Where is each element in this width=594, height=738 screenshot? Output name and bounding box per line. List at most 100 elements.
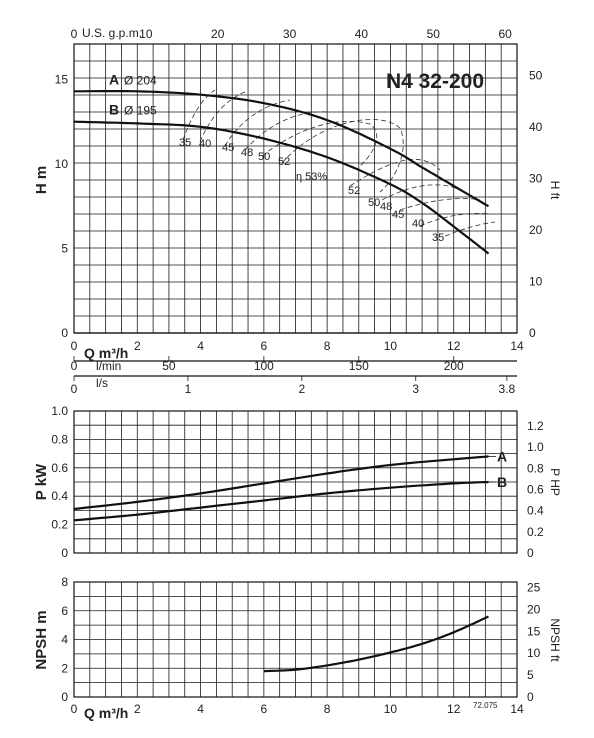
y-tick-label: 15: [55, 72, 69, 86]
chart-title: N4 32-200: [386, 70, 484, 93]
npsh-curve: [263, 615, 489, 673]
x-tick-label: 0: [71, 702, 78, 716]
head-curve-b: [73, 120, 490, 255]
efficiency-value-label: 48: [241, 147, 253, 159]
y-right-tick-label: 0: [527, 690, 534, 704]
y-right-tick-label: 10: [529, 274, 543, 288]
y-tick-label: 0.4: [51, 489, 68, 503]
lmin-axis-label: l/min: [96, 359, 121, 373]
x-top-tick-label: 50: [427, 27, 441, 41]
efficiency-value-label: 45: [222, 142, 234, 154]
series-label: B: [497, 474, 507, 490]
top-axis-label: U.S. g.p.m.: [82, 26, 142, 40]
ls-axis-label: l/s: [96, 376, 108, 390]
y-axis-title: P kW: [33, 463, 50, 500]
efficiency-value-label: 35: [179, 137, 191, 149]
y-tick-label: 5: [61, 241, 68, 255]
efficiency-value-label: 52: [348, 185, 360, 197]
lmin-tick-label: 150: [349, 359, 369, 373]
q-tick-label: 10: [384, 339, 398, 353]
efficiency-value-label: 40: [412, 218, 424, 230]
x-tick-label: 2: [134, 702, 141, 716]
efficiency-value-label: 48: [380, 201, 392, 213]
y-right-tick-label: 30: [529, 171, 543, 185]
y-tick-label: 8: [61, 575, 68, 589]
y-right-tick-label: 0.6: [527, 482, 544, 496]
y-tick-label: 0.2: [51, 518, 68, 532]
y-tick-label: 0: [61, 546, 68, 560]
y-right-tick-label: 0.2: [527, 525, 544, 539]
efficiency-iso-line: [199, 91, 246, 143]
head-curve-a: [74, 90, 490, 208]
efficiency-iso-line: [381, 184, 461, 201]
ls-tick-label: 0: [71, 382, 78, 396]
efficiency-iso-line: [244, 111, 331, 151]
ls-tick-label: 3.8: [499, 382, 516, 396]
x-tick-label: 6: [261, 702, 268, 716]
x-tick-label: 4: [197, 702, 204, 716]
q-axis-label: Q m³/h: [84, 345, 128, 361]
efficiency-value-label: 50: [258, 151, 270, 163]
lmin-tick-label: 50: [162, 359, 176, 373]
y-right-tick-label: 20: [527, 602, 541, 616]
x-top-tick-label: 60: [498, 27, 512, 41]
efficiency-iso-line: [419, 213, 493, 227]
x-top-tick-label: 20: [211, 27, 225, 41]
efficiency-iso-line: [281, 119, 404, 193]
efficiency-value-label: 50: [368, 197, 380, 209]
x-tick-label: 8: [324, 702, 331, 716]
y-tick-label: 1.0: [51, 404, 68, 418]
x-tick-label: 12: [447, 702, 461, 716]
efficiency-value-label: 52: [278, 156, 290, 168]
y-right-tick-label: 10: [527, 646, 541, 660]
q-tick-label: 4: [197, 339, 204, 353]
efficiency-value-label: 35: [432, 232, 444, 244]
y-right-tick-label: 0: [527, 546, 534, 560]
y-right-tick-label: 20: [529, 223, 543, 237]
diameter-label: Ø 195: [124, 104, 157, 118]
y-tick-label: 6: [61, 604, 68, 618]
lmin-tick-label: 100: [254, 359, 274, 373]
plot-frame: [73, 410, 518, 554]
y-axis-title: H m: [33, 166, 50, 194]
lmin-tick-label: 200: [444, 359, 464, 373]
power-panel: 0 0.2 0.4 0.6 0.8 1.0 0 0.2 0.4 0.6 0.8 1.0 1.2 P kW P…: [33, 404, 562, 560]
q-tick-label: 8: [324, 339, 331, 353]
x-top-tick-label: 30: [283, 27, 297, 41]
efficiency-iso-line: [444, 221, 496, 237]
q-tick-label: 6: [261, 339, 268, 353]
y-tick-label: 10: [55, 157, 69, 171]
series-label: B: [109, 102, 119, 118]
y-axis-title: NPSH m: [33, 610, 50, 669]
y-right-tick-label: 25: [527, 580, 541, 594]
x-axis-title: Q m³/h: [84, 705, 128, 721]
y-right-tick-label: 0.8: [527, 461, 544, 475]
efficiency-label: η 53%: [296, 171, 327, 183]
y-right-axis-title: P HP: [548, 468, 562, 496]
y-right-tick-label: 5: [527, 668, 534, 682]
q-tick-label: 12: [447, 339, 461, 353]
plot-frame: [73, 581, 518, 698]
x-tick-label: 14: [510, 702, 524, 716]
y-right-tick-label: 50: [529, 68, 543, 82]
efficiency-iso-line: [224, 99, 291, 147]
npsh-panel: 0 2 4 6 8 0 5 10 15 20 25 0 2 4 6 8 10 12 14 Q m³/h NPSH m NP…: [33, 575, 562, 721]
diameter-label: Ø 204: [124, 73, 157, 87]
efficiency-value-label: 45: [392, 209, 404, 221]
x-top-tick-label: 40: [355, 27, 369, 41]
y-tick-label: 4: [61, 633, 68, 647]
chart-code: 72.075: [473, 701, 498, 710]
y-right-axis-title: H ft: [548, 181, 562, 200]
efficiency-iso-line: [261, 121, 377, 167]
series-label: A: [109, 71, 119, 87]
q-tick-label: 0: [71, 339, 78, 353]
power-curve-a: [73, 455, 489, 511]
efficiency-iso-line: [182, 89, 216, 141]
power-curve-b: [73, 480, 489, 522]
lmin-tick-label: 0: [71, 359, 78, 373]
y-right-tick-label: 0: [529, 326, 536, 340]
y-right-tick-label: 15: [527, 624, 541, 638]
q-tick-label: 2: [134, 339, 141, 353]
